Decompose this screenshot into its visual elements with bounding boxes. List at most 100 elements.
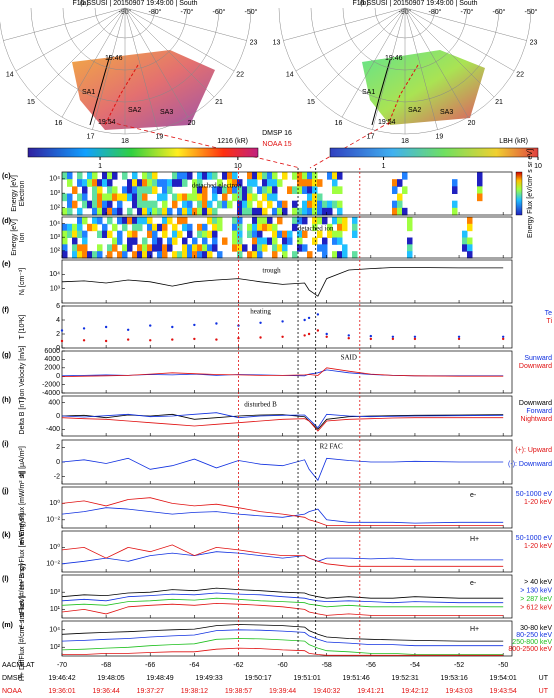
spectrogram-cell bbox=[247, 230, 253, 238]
x-tick-label: -54 bbox=[410, 662, 420, 669]
track-note: SA3 bbox=[440, 109, 453, 116]
spectrogram-cell bbox=[172, 230, 178, 238]
spectrogram-cell bbox=[202, 172, 208, 180]
time-label: 19:49:33 bbox=[195, 675, 222, 682]
track-note: SA1 bbox=[82, 89, 95, 96]
spectrogram-cell bbox=[97, 244, 103, 252]
spectrogram-cell bbox=[272, 230, 278, 238]
spectrogram-cell bbox=[232, 244, 238, 252]
spectrogram-cell bbox=[247, 172, 253, 180]
spectrogram-cell bbox=[97, 200, 103, 209]
hour-label: 20 bbox=[468, 120, 476, 127]
spectrogram-cell bbox=[467, 217, 473, 225]
spectrogram-cell bbox=[147, 207, 153, 216]
time-label: 19:43:03 bbox=[445, 688, 472, 695]
spectrogram-cell bbox=[317, 179, 323, 187]
y-tick-label: -4000 bbox=[42, 390, 60, 397]
x-tick-label: -58 bbox=[322, 662, 332, 669]
ssusi-swath-a bbox=[72, 50, 215, 130]
spectrogram-cell bbox=[252, 217, 258, 225]
spectrogram-cell bbox=[237, 230, 243, 238]
spectrogram-cell bbox=[242, 186, 248, 194]
meridian bbox=[61, 7, 126, 118]
spectrogram-colorbar-label: Energy Flux [eV/cm² s sr eV] bbox=[527, 149, 534, 238]
spectrogram-cell bbox=[67, 223, 73, 232]
spectrogram-cell bbox=[297, 179, 303, 187]
spectrogram-cell bbox=[227, 172, 233, 180]
y-axis-label: Energy [eV] bbox=[11, 219, 18, 256]
spectrogram-cell bbox=[182, 244, 188, 252]
spectrogram-cell bbox=[67, 172, 73, 180]
spectrogram-cell bbox=[247, 200, 253, 209]
spectrogram-cell bbox=[97, 193, 103, 202]
track-note: 19:54 bbox=[378, 119, 396, 126]
spectrogram-cell bbox=[272, 251, 278, 259]
spectrogram-cell bbox=[292, 217, 298, 225]
y-tick-label: 400 bbox=[48, 400, 60, 407]
spectrogram-cell bbox=[307, 179, 313, 187]
spectrogram-cell bbox=[477, 186, 483, 194]
spectrogram-cell bbox=[142, 172, 148, 180]
spectrogram-cell bbox=[197, 244, 203, 252]
spectrogram-cell bbox=[82, 186, 88, 194]
spectrogram-cell bbox=[117, 230, 123, 238]
spectrogram-cell bbox=[182, 207, 188, 216]
spectrogram-cell bbox=[207, 244, 213, 252]
spectrogram-cell bbox=[177, 172, 183, 180]
spectrogram-cell bbox=[322, 237, 328, 245]
panel-title: H+ bbox=[470, 626, 479, 633]
spectrogram-cell bbox=[402, 186, 408, 194]
spectrogram-cell bbox=[107, 251, 113, 259]
spectrogram-cell bbox=[262, 186, 268, 194]
spectrogram-cell bbox=[202, 237, 208, 245]
meridian bbox=[404, 7, 438, 130]
panel-label: (f) bbox=[2, 307, 9, 314]
spectrogram-cell bbox=[197, 200, 203, 209]
spectrogram-cell bbox=[187, 251, 193, 259]
y-axis-label: e- EngyFlux [mW/m² sr] bbox=[19, 471, 26, 545]
satellite-name: NOAA 15 bbox=[262, 141, 291, 148]
time-unit: UT bbox=[539, 675, 549, 682]
data-line bbox=[61, 624, 504, 642]
hour-label: 20 bbox=[188, 120, 196, 127]
spectrogram-cell bbox=[317, 200, 323, 209]
y-tick-label: -2 bbox=[54, 474, 60, 481]
y-tick-label: 4 bbox=[56, 317, 60, 324]
spectrogram-cell bbox=[212, 244, 218, 252]
spectrogram-cell bbox=[107, 207, 113, 216]
data-point bbox=[82, 327, 86, 330]
spectrogram-cell bbox=[102, 179, 108, 187]
spectrogram-cell bbox=[97, 179, 103, 187]
row-name: DMSP bbox=[2, 675, 23, 682]
spectrogram-cell bbox=[267, 179, 273, 187]
legend-entry: > 612 keV bbox=[520, 605, 552, 612]
spectrogram-cell bbox=[217, 217, 223, 225]
spectrogram-cell bbox=[337, 230, 343, 238]
data-point bbox=[303, 318, 306, 322]
spectrogram-cell bbox=[222, 193, 228, 202]
y-tick-label: 0 bbox=[56, 373, 60, 380]
spectrogram-cell bbox=[212, 237, 218, 245]
spectrogram-cell bbox=[147, 251, 153, 259]
spectrogram-cell bbox=[67, 179, 73, 187]
hour-label: 16 bbox=[335, 120, 343, 127]
spectrogram-cell bbox=[177, 217, 183, 225]
legend-entry: 80-250 keV bbox=[516, 632, 552, 639]
y-axis-species: Electron bbox=[19, 181, 26, 207]
spectrogram-cell bbox=[102, 207, 108, 216]
spectrogram-cell bbox=[202, 223, 208, 232]
spectrogram-cell bbox=[182, 200, 188, 209]
spectrogram-cell bbox=[277, 179, 283, 187]
spectrogram-cell bbox=[222, 172, 228, 180]
time-label: 19:36:44 bbox=[92, 688, 119, 695]
y-tick-label: 10³ bbox=[50, 234, 61, 241]
spectrogram-cell bbox=[87, 223, 93, 232]
spectrogram-cell bbox=[117, 217, 123, 225]
lat-label: -50° bbox=[525, 8, 538, 16]
plot-header: F16 SSUSI | 20150907 19:49:00 | South bbox=[72, 0, 197, 7]
spectrogram-cell bbox=[97, 251, 103, 259]
spectrogram-cell bbox=[312, 193, 318, 202]
track-note: SA2 bbox=[408, 107, 421, 114]
spectrogram-cell bbox=[82, 230, 88, 238]
y-tick-label: 10² bbox=[50, 204, 61, 211]
